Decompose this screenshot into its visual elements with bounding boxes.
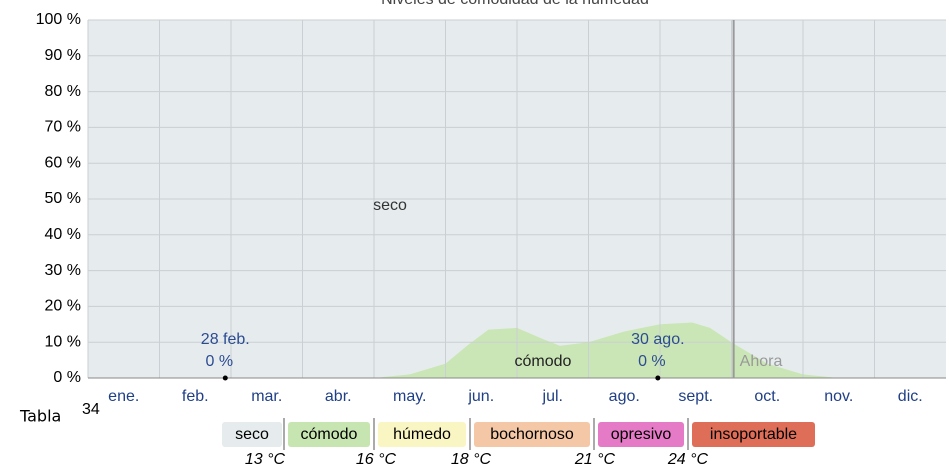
y-tick-label: 100 % [36,11,81,28]
chart-title: Niveles de comodidad de la humedad [381,0,649,8]
x-tick-label: jul. [542,388,563,405]
y-tick-label: 60 % [45,154,81,171]
legend-label: opresivo [611,426,672,443]
legend-swatch [378,422,466,447]
legend-label: bochornoso [490,426,574,443]
x-tick-label: oct. [754,388,780,405]
legend-swatch [222,422,282,447]
threshold-label: 18 °C [451,451,492,467]
region-label: cómodo [515,353,572,370]
y-tick-label: 80 % [45,83,81,100]
legend-label: húmedo [393,426,451,443]
legend-label: cómodo [301,426,358,443]
threshold-label: 13 °C [245,451,286,467]
point-label: 28 feb. [201,331,250,348]
y-tick-label: 10 % [45,333,81,350]
footer-sup: 34 [82,401,100,418]
y-tick-label: 50 % [45,190,81,207]
point [222,375,228,381]
legend-label: insoportable [710,426,797,443]
legend-swatch [288,422,370,447]
y-tick-label: 20 % [45,298,81,315]
point-value-label: 0 % [205,353,233,370]
x-tick-label: nov. [824,388,853,405]
legend-swatch [598,422,684,447]
y-tick-label: 90 % [45,47,81,64]
y-tick-label: 30 % [45,262,81,279]
region-label: seco [373,197,407,214]
y-tick-label: 70 % [45,119,81,136]
legend-label: seco [235,426,269,443]
threshold-label: 24 °C [667,451,709,467]
x-tick-label: abr. [325,388,352,405]
x-tick-label: mar. [251,388,282,405]
x-tick-label: may. [393,388,426,405]
legend-swatch [474,422,590,447]
x-tick-label: ago. [609,388,640,405]
x-tick-label: jun. [467,388,494,405]
point-value-label: 0 % [638,353,666,370]
area [374,322,839,378]
threshold-label: 21 °C [574,451,616,467]
x-tick-label: ene. [108,388,139,405]
now-label: Ahora [740,353,783,370]
point-label: 30 ago. [631,331,684,348]
x-tick-label: feb. [182,388,209,405]
x-tick-label: dic. [898,388,923,405]
y-tick-label: 40 % [45,226,81,243]
footer-label: Tabla [19,407,61,426]
legend-swatch [692,422,815,447]
point [655,375,661,381]
threshold-label: 16 °C [356,451,397,467]
x-tick-label: sept. [678,388,713,405]
y-tick-label: 0 % [53,369,81,386]
